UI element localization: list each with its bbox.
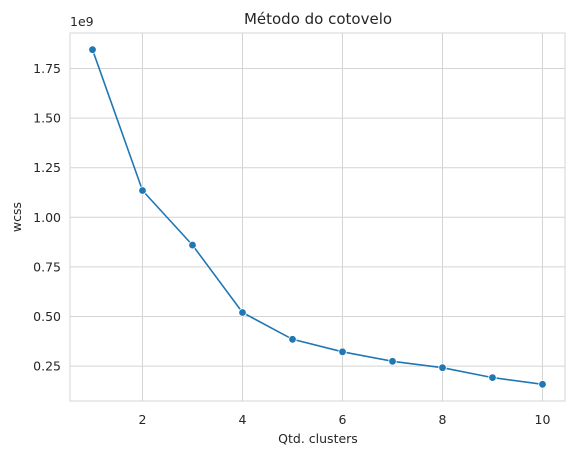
x-tick-label: 10 [535,412,551,427]
y-tick-label: 1.50 [33,111,61,126]
data-point [338,347,347,357]
y-offset-label: 1e9 [70,14,94,29]
data-point [388,357,397,366]
y-tick-label: 1.75 [33,61,61,76]
chart-title: Método do cotovelo [244,10,392,28]
y-tick-label: 0.25 [33,359,61,374]
x-tick-label: 4 [239,412,247,427]
data-point [188,240,197,250]
y-tick-label: 1.25 [33,160,61,175]
data-point [88,45,97,54]
grid [70,33,565,401]
data-point [288,335,297,344]
x-tick-label: 6 [339,412,347,427]
y-tick-labels: 0.25 0.50 0.75 1.00 1.25 1.50 1.75 [33,61,61,374]
series-line [91,49,543,386]
x-tick-labels: 2 4 6 8 10 [139,412,551,427]
y-tick-label: 1.00 [33,210,61,225]
data-point [538,380,547,389]
x-axis-label: Qtd. clusters [278,431,358,446]
x-tick-label: 2 [139,412,147,427]
y-axis-label: wcss [9,202,24,232]
y-tick-label: 0.50 [33,309,61,324]
data-point [438,363,447,372]
data-point [488,373,497,382]
y-tick-label: 0.75 [33,259,61,274]
data-point [138,186,147,195]
x-tick-label: 8 [439,412,447,427]
data-points [88,45,547,389]
plot-frame [69,32,566,402]
data-point [238,308,247,317]
